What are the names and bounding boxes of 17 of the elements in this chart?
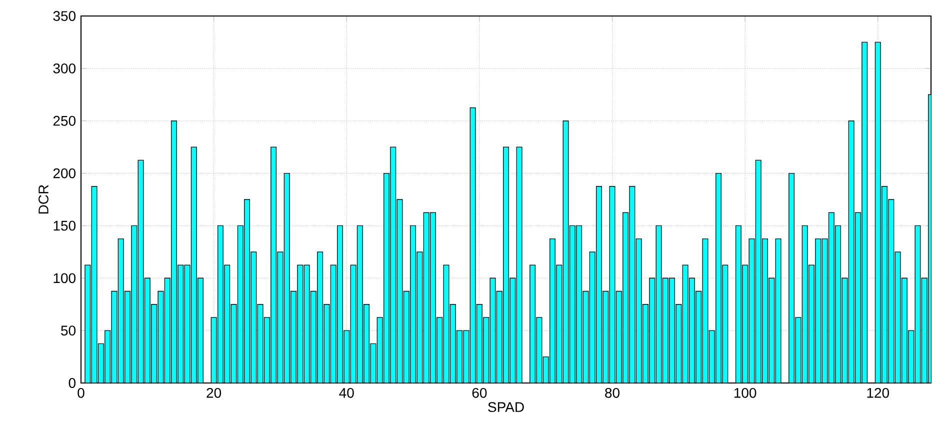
y-tick-label: 250 <box>53 116 76 126</box>
x-tick-label: 80 <box>605 388 620 398</box>
x-tick-label: 20 <box>206 388 222 398</box>
y-tick-label: 200 <box>53 168 76 178</box>
y-axis-title: DCR <box>38 184 48 214</box>
x-tick-label: 100 <box>734 388 756 398</box>
x-tick-label: 120 <box>867 388 890 398</box>
x-tick-label: 40 <box>339 388 354 398</box>
y-tick-label: 100 <box>54 273 76 284</box>
y-tick-label: 50 <box>61 326 76 336</box>
x-tick-label: 60 <box>472 388 487 398</box>
x-axis-title: SPAD <box>488 402 524 412</box>
y-tick-label: 0 <box>68 378 76 388</box>
x-tick-label: 0 <box>78 388 84 398</box>
y-tick-label: 150 <box>54 220 76 231</box>
y-tick-label: 300 <box>53 63 76 74</box>
y-tick-label: 350 <box>53 11 76 21</box>
